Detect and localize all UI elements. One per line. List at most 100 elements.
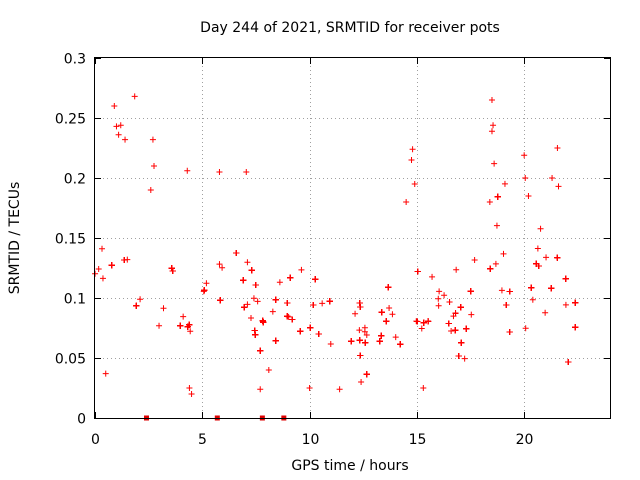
data-point [115, 131, 122, 138]
data-point [378, 309, 385, 316]
data-point [203, 280, 210, 287]
data-point [243, 169, 250, 175]
data-point [99, 245, 106, 252]
data-point [498, 287, 505, 294]
data-point [219, 264, 226, 271]
data-point [572, 324, 579, 331]
data-point [336, 386, 343, 393]
data-point [216, 169, 223, 175]
data-point [251, 327, 258, 334]
data-point [528, 284, 535, 291]
data-point [187, 328, 194, 335]
data-point [490, 122, 497, 129]
data-point [306, 385, 313, 391]
data-point [455, 352, 462, 359]
chart-title: Day 244 of 2021, SRMTID for receiver pot… [200, 20, 500, 36]
data-point [565, 359, 572, 366]
data-point [554, 254, 561, 261]
data-point [122, 136, 129, 143]
data-point [542, 309, 549, 316]
data-point [285, 313, 292, 320]
data-point [131, 93, 138, 100]
data-point [468, 311, 475, 318]
data-point [184, 167, 191, 174]
data-point [244, 301, 251, 308]
y-axis-label: SRMTID / TECUs [7, 182, 23, 295]
data-point [491, 160, 498, 167]
data-point [446, 299, 453, 306]
data-point [572, 299, 579, 306]
data-point [362, 339, 369, 346]
data-point [414, 268, 421, 275]
data-point [503, 302, 510, 309]
data-point [522, 175, 529, 181]
data-point [169, 268, 176, 275]
data-point [385, 284, 392, 291]
axis-ticks [95, 58, 610, 419]
data-point [284, 313, 291, 320]
data-point [506, 329, 513, 336]
data-point [435, 295, 442, 302]
data-point [494, 193, 501, 200]
data-point [549, 175, 556, 181]
data-point [260, 319, 267, 326]
data-point [348, 338, 355, 345]
data-point [383, 318, 390, 325]
data-point [117, 122, 124, 129]
data-point [312, 276, 319, 283]
data-point [307, 324, 314, 331]
data-point [409, 146, 416, 153]
data-point [463, 325, 470, 332]
data-point [254, 298, 261, 305]
data-point [297, 328, 304, 335]
y-tick-label: 0.05 [55, 352, 86, 368]
data-point [461, 355, 468, 362]
y-tick-label: 0.3 [64, 52, 86, 68]
data-point [501, 180, 508, 187]
data-point [168, 265, 175, 272]
data-point [352, 310, 359, 317]
data-point [233, 249, 240, 256]
data-point [525, 193, 532, 199]
data-point [555, 183, 562, 190]
data-point [408, 157, 415, 163]
data-point [356, 337, 363, 344]
data-point [488, 97, 495, 103]
data-point [287, 274, 294, 281]
data-point [121, 256, 128, 263]
data-point [356, 327, 363, 334]
data-point [102, 370, 109, 377]
data-point [113, 123, 120, 130]
data-points [92, 93, 579, 397]
data-point [529, 296, 536, 303]
data-point [319, 300, 326, 307]
data-point [289, 316, 296, 323]
data-point [389, 311, 396, 318]
data-point [441, 292, 448, 299]
y-tick-label: 0.25 [55, 112, 86, 128]
data-point [414, 318, 421, 325]
data-point [534, 245, 541, 252]
y-tick-label: 0.2 [64, 172, 86, 188]
data-point [186, 321, 193, 328]
data-point [397, 341, 404, 348]
y-tick-labels: 0 0.05 0.1 0.15 0.2 0.25 0.3 [55, 52, 86, 428]
data-point [276, 279, 283, 286]
data-point [445, 320, 452, 327]
data-point [201, 287, 208, 294]
data-point [411, 181, 418, 187]
x-tick-label: 15 [409, 432, 427, 448]
data-point [248, 267, 255, 274]
x-tick-label: 0 [91, 432, 100, 448]
data-point [537, 225, 544, 232]
data-point [241, 304, 248, 311]
data-point [363, 371, 370, 378]
data-point [386, 304, 393, 311]
y-tick-label: 0 [77, 412, 86, 428]
data-point [452, 327, 459, 334]
data-point [111, 103, 118, 109]
data-point [217, 297, 224, 304]
data-point [269, 308, 276, 315]
